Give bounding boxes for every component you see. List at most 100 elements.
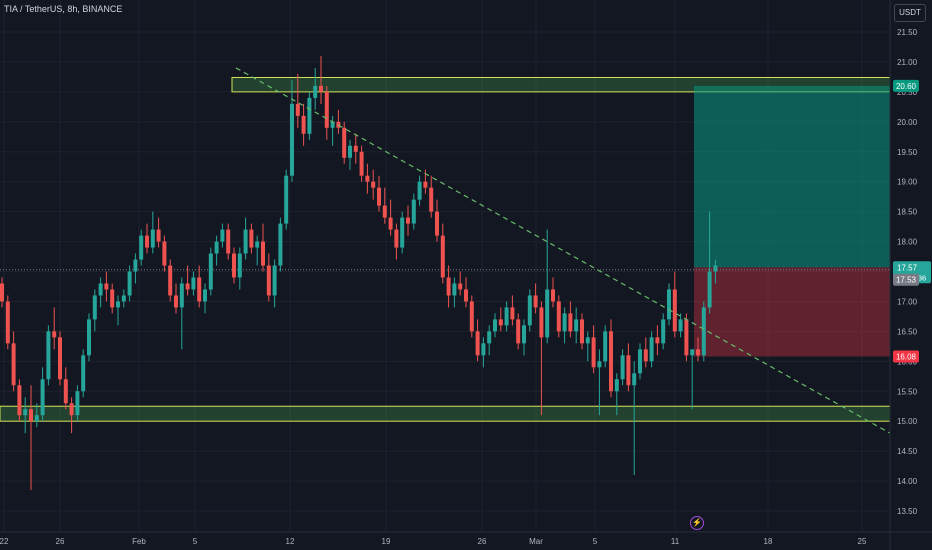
candle-body — [342, 127, 347, 158]
y-tick-label: 20.00 — [897, 118, 918, 127]
candle-body — [52, 331, 57, 338]
candle-body — [116, 301, 120, 308]
lightning-icon[interactable]: ⚡ — [690, 516, 704, 530]
price-zone[interactable] — [0, 405, 891, 422]
candle-body — [29, 409, 33, 422]
candle-body — [63, 379, 68, 404]
candle-body — [597, 361, 602, 368]
candle-body — [220, 229, 225, 242]
candle-body — [69, 403, 74, 416]
currency-button[interactable]: USDT — [894, 4, 926, 22]
candle-body — [661, 319, 666, 344]
y-tick-label: 19.00 — [897, 178, 918, 187]
candle-body — [214, 241, 219, 254]
candle-body — [406, 217, 410, 224]
x-tick-label: 22 — [0, 537, 9, 546]
candle-body — [5, 301, 10, 344]
candle-body — [34, 415, 39, 422]
candle-body — [139, 235, 144, 260]
candle-body — [574, 319, 579, 332]
candle-body — [23, 409, 28, 416]
candle-body — [266, 265, 271, 296]
last-price-label-bg — [893, 273, 919, 286]
candle-body — [481, 343, 486, 356]
candle-body — [649, 337, 654, 362]
candle-body — [400, 217, 405, 248]
symbol-title[interactable]: TIA / TetherUS, 8h, BINANCE — [4, 4, 123, 14]
x-tick-label: 18 — [764, 537, 773, 546]
candlestick-series — [0, 55, 718, 491]
candle-body — [504, 307, 509, 326]
descending-trendline[interactable] — [235, 67, 891, 434]
candle-body — [226, 229, 231, 254]
target-price-label-bg — [893, 79, 919, 92]
candle-body — [313, 85, 318, 98]
time-axis[interactable]: 22 26 Feb 5 12 19 26 Mar 5 11 18 25 — [0, 537, 867, 546]
candle-body — [452, 283, 457, 296]
candle-body — [423, 181, 428, 188]
candle-body — [87, 319, 91, 356]
y-tick-label: 13.50 — [897, 507, 918, 516]
candle-body — [40, 379, 45, 416]
candle-body — [417, 181, 422, 200]
candle-body — [243, 229, 248, 254]
candle-body — [162, 241, 167, 266]
candle-body — [672, 289, 677, 332]
candle-body — [493, 319, 497, 332]
candle-body — [591, 337, 596, 368]
candle-body — [46, 331, 51, 380]
candle-body — [371, 181, 376, 188]
candle-body — [168, 265, 173, 296]
candle-body — [98, 283, 103, 296]
candle-body — [435, 211, 439, 236]
candle-body — [110, 289, 115, 308]
candle-body — [104, 283, 109, 290]
candle-body — [58, 337, 62, 380]
candle-body — [185, 283, 190, 290]
x-tick-label: 11 — [671, 537, 680, 546]
candle-body — [133, 259, 138, 272]
candle-body — [498, 319, 503, 326]
x-tick-label: 26 — [56, 537, 65, 546]
candle-body — [121, 295, 126, 302]
x-tick-label: Feb — [132, 537, 146, 546]
candle-body — [707, 271, 712, 308]
candle-body — [487, 331, 492, 344]
x-tick-label: Mar — [529, 537, 543, 546]
candle-body — [411, 199, 416, 224]
candle-body — [348, 145, 352, 158]
candle-body — [353, 145, 358, 152]
stop-price-label: 16.08 — [896, 353, 917, 362]
target-area[interactable] — [694, 85, 890, 268]
candle-body — [527, 295, 532, 326]
entry-price-label: 17.57 — [897, 263, 918, 272]
candle-body — [272, 265, 277, 296]
y-tick-label: 19.50 — [897, 148, 918, 157]
candle-body — [284, 175, 289, 224]
price-labels: 20.60 17.57 07:12:36 17.53 16.08 — [893, 79, 931, 363]
candle-body — [562, 313, 567, 332]
candle-body — [556, 301, 561, 332]
candle-body — [464, 289, 468, 302]
y-tick-label: 15.50 — [897, 387, 918, 396]
candle-body — [330, 121, 335, 128]
candle-body — [603, 331, 608, 362]
candle-body — [469, 301, 474, 332]
candle-body — [684, 319, 689, 356]
candle-body — [678, 319, 683, 332]
long-position-tool[interactable] — [0, 85, 890, 357]
candle-body — [261, 241, 265, 266]
y-tick-label: 14.00 — [897, 477, 918, 486]
candle-body — [475, 331, 480, 356]
candle-body — [203, 289, 207, 302]
candle-body — [81, 355, 86, 392]
candle-body — [458, 283, 463, 290]
stop-area[interactable] — [694, 267, 890, 357]
candle-body — [307, 97, 312, 134]
candle-body — [690, 349, 695, 356]
candle-body — [191, 277, 196, 290]
candle-body — [208, 253, 213, 290]
candle-body — [0, 283, 4, 302]
candle-body — [127, 271, 132, 296]
